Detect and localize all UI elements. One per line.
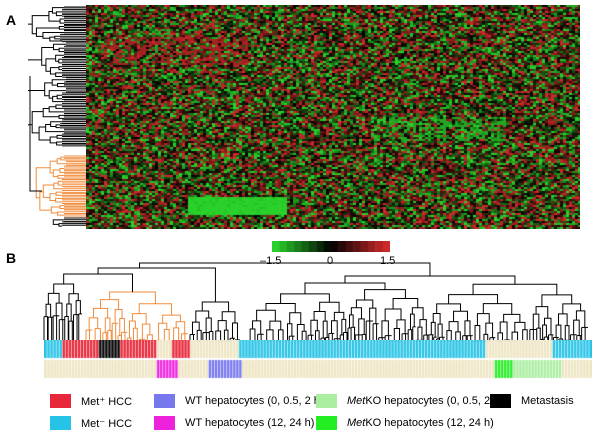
panel-label-b: B [6,250,17,266]
legend-label: Met⁻ HCC [81,417,133,430]
legend-label: KO hepatocytes (0, 0.5, 2 h) [365,395,503,407]
legend-gene: Met [347,417,366,429]
legend-label: KO hepatocytes (12, 24 h) [365,417,494,429]
legend-metastasis: Metastasis [490,394,574,408]
legend-gene: Met [347,395,366,407]
scale-mid-label: 0 [327,255,334,267]
legend-swatch [50,416,71,430]
sample-annotation-bars [44,340,592,380]
panel-label-a: A [6,12,17,28]
legend-met-pos-hcc: Met⁺ HCC [50,394,132,408]
legend-wt-early: WT hepatocytes (0, 0.5, 2 h) [154,394,324,408]
legend-swatch [50,394,71,408]
legend-wt-late: WT hepatocytes (12, 24 h) [154,416,314,430]
legend-swatch [154,416,175,430]
legend-swatch [154,394,175,408]
legend-swatch [490,394,511,408]
legend-label: Metastasis [521,395,574,407]
legend-met-neg-hcc: Met⁻ HCC [50,416,132,430]
legend-label: WT hepatocytes (12, 24 h) [185,417,315,429]
legend-label: WT hepatocytes (0, 0.5, 2 h) [185,395,324,407]
legend-ko-early: Met KO hepatocytes (0, 0.5, 2 h) [316,394,503,408]
legend-swatch [316,416,337,430]
row-dendrogram [28,6,86,227]
scale-min-label: –1.5 [260,255,282,267]
color-scale-bar [272,241,390,252]
scale-max-label: 1.5 [380,255,396,267]
legend-label: Met⁺ HCC [81,395,133,408]
expression-heatmap [86,5,580,229]
legend-swatch [316,394,337,408]
legend-ko-late: Met KO hepatocytes (12, 24 h) [316,416,494,430]
sample-dendrogram [43,262,588,342]
